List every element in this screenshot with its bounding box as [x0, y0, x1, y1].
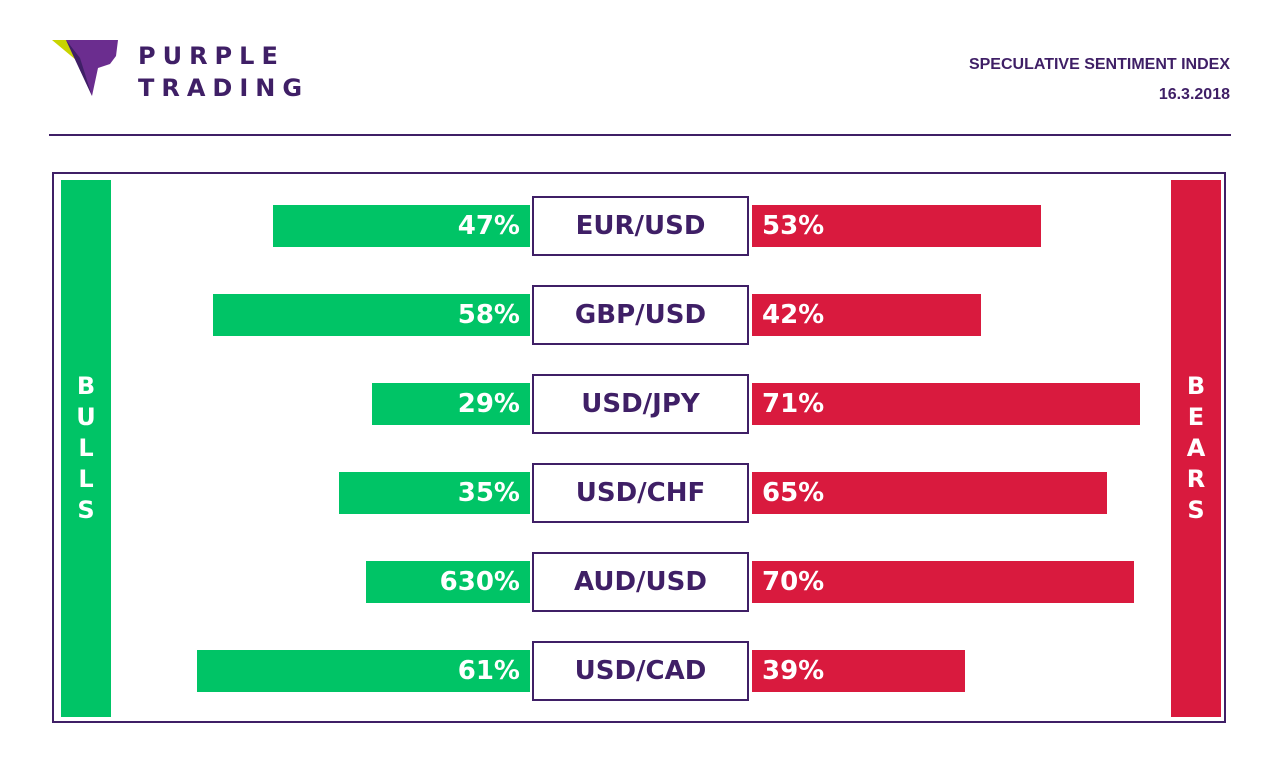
bull-bar: 35%	[338, 472, 530, 514]
brand-line-1: PURPLE	[138, 42, 285, 70]
purple-trading-logo-icon	[52, 40, 118, 96]
bulls-label-letter: L	[78, 434, 94, 462]
bull-bar: 29%	[371, 383, 530, 425]
currency-pair-label: GBP/USD	[532, 285, 749, 345]
bull-bar: 47%	[273, 205, 530, 247]
bull-bar: 61%	[196, 650, 530, 692]
currency-pair-label: AUD/USD	[532, 552, 749, 612]
bulls-label-letter: L	[78, 465, 94, 493]
bear-bar: 70%	[752, 561, 1135, 603]
bear-bar: 53%	[752, 205, 1042, 247]
bears-label-letter: S	[1187, 496, 1205, 524]
bull-bar: 58%	[213, 294, 530, 336]
bears-label-letter: A	[1186, 434, 1206, 462]
bear-bar: 42%	[752, 294, 982, 336]
bulls-label-letter: B	[76, 372, 96, 400]
bears-label-letter: B	[1186, 372, 1206, 400]
header-divider	[49, 134, 1231, 136]
report-date: 16.3.2018	[1158, 86, 1230, 103]
bears-label-letter: E	[1187, 403, 1205, 431]
bull-bar: 630%	[366, 561, 530, 603]
currency-pair-label: EUR/USD	[532, 196, 749, 256]
currency-pair-label: USD/CAD	[532, 641, 749, 701]
brand-name: PURPLE TRADING	[138, 40, 309, 104]
currency-pair-label: USD/CHF	[532, 463, 749, 523]
bear-bar: 39%	[752, 650, 965, 692]
brand-line-2: TRADING	[138, 74, 310, 102]
bulls-label-letter: S	[77, 496, 95, 524]
header: SPECULATIVE SENTIMENT INDEX 16.3.2018	[969, 56, 1230, 104]
currency-pair-label: USD/JPY	[532, 374, 749, 434]
bulls-label-letter: U	[76, 403, 96, 431]
page-title: SPECULATIVE SENTIMENT INDEX	[968, 56, 1230, 73]
chart-frame	[52, 172, 1226, 723]
bear-bar: 71%	[752, 383, 1140, 425]
bear-bar: 65%	[752, 472, 1107, 514]
bears-label-letter: R	[1186, 465, 1206, 493]
